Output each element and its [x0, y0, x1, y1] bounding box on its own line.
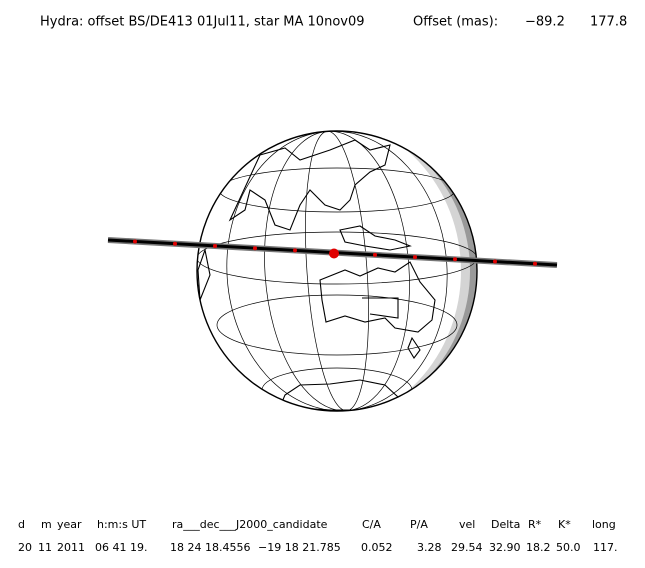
table-cell: 50.0	[556, 541, 581, 554]
column-header: C/A	[362, 518, 381, 531]
offset-value: 177.8	[590, 15, 627, 30]
column-header: m	[41, 518, 52, 531]
column-header: Delta	[491, 518, 520, 531]
column-header: vel	[459, 518, 475, 531]
table-cell: 06 41 19.	[95, 541, 147, 554]
column-header: year	[57, 518, 82, 531]
table-cell: 29.54	[451, 541, 483, 554]
offset-label: Offset (mas):	[413, 15, 498, 30]
offset-value: −89.2	[525, 15, 565, 30]
table-cell: 3.28	[417, 541, 442, 554]
table-cell: 18 24 18.4556	[170, 541, 250, 554]
table-cell: 0.052	[361, 541, 393, 554]
table-cell: 2011	[57, 541, 85, 554]
map-title: Hydra: offset BS/DE413 01Jul11, star MA …	[40, 15, 365, 30]
table-cell: −19 18 21.785	[258, 541, 341, 554]
column-header: d	[18, 518, 25, 531]
table-cell: 20	[18, 541, 32, 554]
table-cell: 11	[38, 541, 52, 554]
column-header: R*	[528, 518, 542, 531]
column-header: K*	[558, 518, 571, 531]
column-header: P/A	[410, 518, 428, 531]
column-header: h:m:s UT	[97, 518, 146, 531]
column-header: long	[592, 518, 616, 531]
shadow-path	[107, 237, 558, 268]
globe	[196, 130, 478, 412]
table-cell: 117.	[593, 541, 618, 554]
table-cell: 32.90	[489, 541, 521, 554]
table-cell: 18.2	[526, 541, 551, 554]
column-header: ra___dec___J2000_candidate	[172, 518, 328, 531]
result-table: d m year h:m:s UT ra___dec___J2000_candi…	[18, 518, 618, 554]
